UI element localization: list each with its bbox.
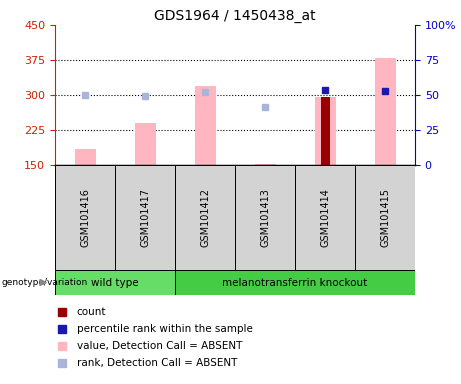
Bar [374,58,396,165]
Text: genotype/variation: genotype/variation [1,278,87,287]
Bar [295,165,355,270]
Bar [175,165,235,270]
Title: GDS1964 / 1450438_at: GDS1964 / 1450438_at [154,8,316,23]
Text: GSM101414: GSM101414 [320,188,330,247]
Text: wild type: wild type [91,278,139,288]
Text: GSM101413: GSM101413 [260,188,270,247]
Bar [55,270,175,295]
Bar [55,165,115,270]
Text: percentile rank within the sample: percentile rank within the sample [77,324,253,334]
Bar [320,97,330,165]
Bar [75,149,95,165]
Text: GSM101417: GSM101417 [140,188,150,247]
Bar [115,165,175,270]
Text: value, Detection Call = ABSENT: value, Detection Call = ABSENT [77,341,242,351]
Text: GSM101415: GSM101415 [380,188,390,247]
Text: rank, Detection Call = ABSENT: rank, Detection Call = ABSENT [77,359,237,369]
Text: GSM101412: GSM101412 [200,188,210,247]
Text: GSM101416: GSM101416 [80,188,90,247]
Bar [175,270,415,295]
Bar [355,165,415,270]
Bar [135,123,155,165]
Bar [254,164,276,165]
Bar [195,86,215,165]
Bar [235,165,295,270]
Bar [314,97,336,165]
Text: count: count [77,307,106,317]
Text: melanotransferrin knockout: melanotransferrin knockout [222,278,367,288]
